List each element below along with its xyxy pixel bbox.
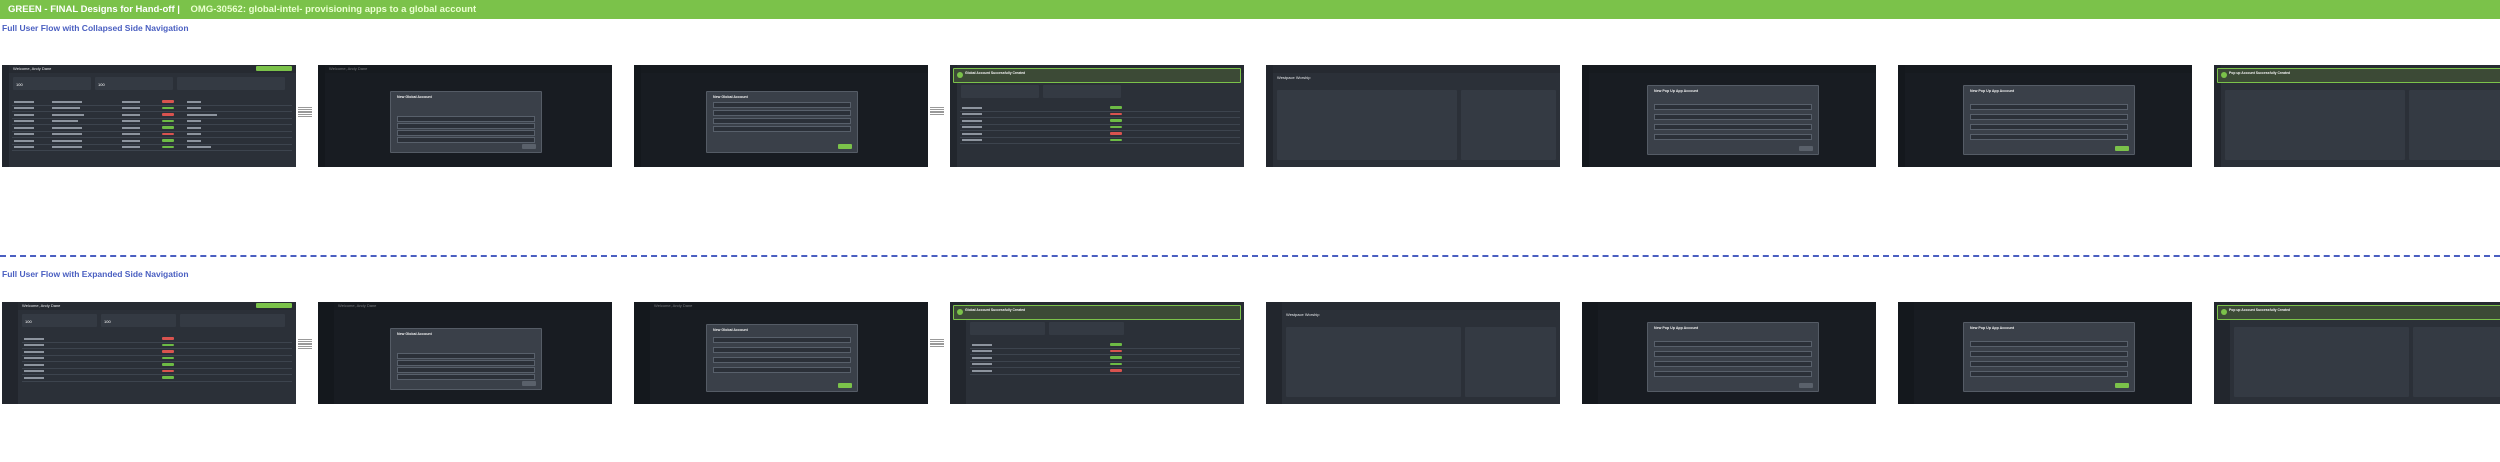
table-row[interactable]: [12, 138, 292, 145]
accounts-table: [12, 99, 292, 163]
check-circle-icon: [957, 309, 963, 315]
page-banner: GREEN - FINAL Designs for Hand-off | OMG…: [0, 0, 2500, 19]
new-popup-account-modal: New Pop Up App Account: [1963, 85, 2135, 155]
table-row[interactable]: [12, 106, 292, 112]
check-circle-icon: [2221, 72, 2227, 78]
check-circle-icon: [2221, 309, 2227, 315]
success-toast: Global Account Successfully Created: [953, 68, 1241, 83]
screen-popup-created: Pop up Account Successfully Created: [2214, 65, 2500, 167]
side-nav[interactable]: [2, 65, 9, 167]
screen-new-global-modal: Welcome, Andy Dane New Global Account: [318, 65, 612, 167]
new-popup-account-modal: New Pop Up App Account: [1647, 85, 1819, 155]
modal-field[interactable]: [397, 130, 535, 136]
success-toast: Pop up Account Successfully Created: [2217, 68, 2500, 83]
metric-card: 100: [13, 77, 91, 90]
table-row[interactable]: [12, 132, 292, 138]
new-global-account-modal: New Global Account: [706, 91, 858, 153]
create-button[interactable]: [522, 144, 536, 149]
screen-title: Welcome, Andy Dane: [13, 66, 52, 71]
table-row[interactable]: [12, 145, 292, 151]
annotation: [930, 338, 944, 348]
account-title: Westpace Worship: [1277, 75, 1311, 80]
screen-dashboard-collapsed: Welcome, Andy Dane 100 100: [2, 65, 296, 167]
screen-account-detail: Westpace Worship: [1266, 65, 1560, 167]
side-nav-expanded[interactable]: [2, 302, 18, 404]
metric-card: [177, 77, 285, 90]
annotation: [298, 338, 312, 350]
annotation: [930, 106, 944, 116]
section-title-expanded: Full User Flow with Expanded Side Naviga…: [2, 269, 189, 279]
metric-card: 100: [95, 77, 173, 90]
create-button[interactable]: [838, 144, 852, 149]
modal-field[interactable]: [397, 137, 535, 143]
screen-new-popup-modal: New Pop Up App Account: [1582, 65, 1876, 167]
banner-ticket: OMG-30562: global-intel- provisioning ap…: [190, 4, 477, 15]
new-account-button[interactable]: [256, 66, 292, 71]
section-divider: [0, 255, 2500, 257]
section-title-collapsed: Full User Flow with Collapsed Side Navig…: [2, 23, 189, 33]
table-row[interactable]: [12, 119, 292, 125]
new-global-account-modal: New Global Account: [390, 91, 542, 153]
table-row[interactable]: [12, 125, 292, 132]
screen-new-popup-modal-filled: New Pop Up App Account: [1898, 65, 2192, 167]
modal-field[interactable]: [397, 116, 535, 122]
banner-prefix: GREEN - FINAL Designs for Hand-off |: [8, 4, 180, 15]
table-row[interactable]: [12, 99, 292, 106]
modal-title: New Global Account: [397, 95, 432, 99]
screen-new-global-modal-filled: New Global Account: [634, 65, 928, 167]
table-row[interactable]: [12, 112, 292, 119]
check-circle-icon: [957, 72, 963, 78]
modal-field[interactable]: [397, 123, 535, 129]
screen-dashboard-expanded: Welcome, Andy Dane 100 100: [2, 302, 296, 404]
screen-global-created: Global Account Successfully Created: [950, 65, 1244, 167]
annotation: [298, 106, 312, 118]
